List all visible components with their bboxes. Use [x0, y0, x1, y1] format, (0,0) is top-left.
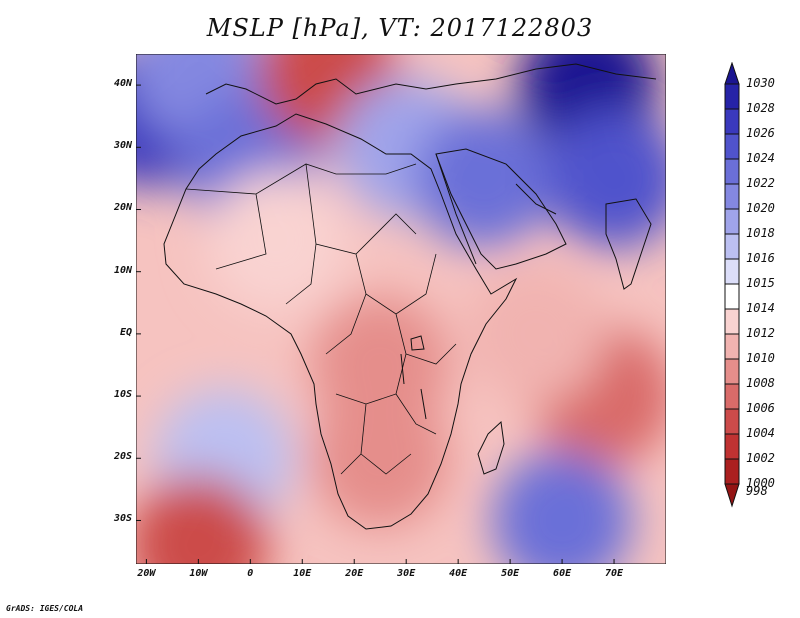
colorbar-label: 1004: [746, 426, 775, 440]
colorbar-top-arrow: [724, 61, 740, 85]
colorbar-label: 1020: [746, 201, 775, 215]
lat-label: 10N: [113, 264, 132, 276]
colorbar-label: 1010: [746, 351, 775, 365]
colorbar-bottom-arrow: [724, 483, 740, 508]
africa-coastline: [163, 113, 518, 530]
colorbar-label: 1014: [746, 301, 775, 315]
colorbar-label: 1006: [746, 401, 775, 415]
colorbar-label: 1022: [746, 176, 775, 190]
colorbar-segment: [724, 258, 740, 285]
pressure-cell-14: [136, 475, 269, 564]
colorbar-segment: [724, 83, 740, 110]
lat-label: 10S: [113, 389, 132, 401]
pressure-cell-5: [414, 108, 555, 249]
colorbar-label: 1008: [746, 376, 775, 390]
lon-label: 10E: [293, 568, 312, 579]
lat-label: 40N: [113, 78, 132, 90]
colorbar-svg: [724, 61, 740, 508]
lon-label: 20E: [345, 568, 364, 579]
lon-label: 10W: [189, 568, 208, 579]
colorbar-segment: [724, 283, 740, 310]
colorbar-label: 1000: [746, 476, 775, 490]
footer-credit: GrADS: IGES/COLA: [6, 604, 84, 613]
chart-title: MSLP [hPa], VT: 2017122803: [206, 14, 594, 42]
lat-label: 30S: [113, 513, 132, 525]
colorbar-label: 1026: [746, 126, 775, 140]
colorbar-label: 1002: [746, 451, 775, 465]
colorbar-segment: [724, 133, 740, 160]
lon-label: 0: [247, 568, 254, 579]
colorbar-segment: [724, 308, 740, 335]
colorbar-segment: [724, 383, 740, 410]
colorbar: [724, 61, 740, 537]
pressure-map: [136, 54, 666, 564]
colorbar-label: 1018: [746, 226, 775, 240]
colorbar-label: 998: [746, 484, 768, 498]
colorbar-segment: [724, 233, 740, 260]
lat-label: 30N: [113, 140, 132, 152]
lon-label: 30E: [397, 568, 416, 579]
country-borders: [185, 163, 457, 475]
pressure-cell-7: [544, 108, 666, 249]
arabia-coastline: [435, 148, 567, 270]
lake-malawi: [420, 388, 427, 420]
colorbar-segment: [724, 108, 740, 135]
colorbar-segment: [724, 183, 740, 210]
gulf-coastline: [515, 183, 557, 215]
colorbar-segment: [724, 333, 740, 360]
lat-label: 20S: [113, 451, 132, 463]
colorbar-segment: [724, 358, 740, 385]
lake-victoria: [410, 335, 425, 351]
colorbar-segment: [724, 158, 740, 185]
colorbar-label: 1028: [746, 101, 775, 115]
lake-tanganyika: [400, 353, 405, 385]
lon-label: 50E: [501, 568, 520, 579]
lon-label: 70E: [605, 568, 624, 579]
colorbar-segment: [724, 208, 740, 235]
lon-label: 40E: [449, 568, 468, 579]
pressure-field: [136, 54, 666, 564]
madagascar-coastline: [477, 420, 505, 475]
colorbar-segment: [724, 408, 740, 435]
colorbar-label: 1012: [746, 326, 775, 340]
axis-ticks: [136, 84, 615, 564]
lat-label: 20N: [113, 202, 132, 214]
colorbar-label: 1030: [746, 76, 775, 90]
red-sea-coastline: [435, 153, 477, 265]
lon-label: 20W: [137, 568, 156, 579]
colorbar-label: 1015: [746, 276, 775, 290]
coastlines: [163, 63, 657, 530]
colorbar-segment: [724, 458, 740, 485]
colorbar-label: 1016: [746, 251, 775, 265]
colorbar-segment: [724, 433, 740, 460]
pressure-cell-12: [466, 263, 607, 404]
map-canvas: [136, 54, 666, 564]
lat-label: EQ: [119, 326, 132, 338]
pressure-cell-15: [492, 450, 633, 564]
lon-label: 60E: [553, 568, 572, 579]
colorbar-label: 1024: [746, 151, 775, 165]
pressure-cell-10: [310, 388, 451, 529]
europe-coastline: [205, 63, 657, 105]
india-coastline: [605, 198, 652, 290]
